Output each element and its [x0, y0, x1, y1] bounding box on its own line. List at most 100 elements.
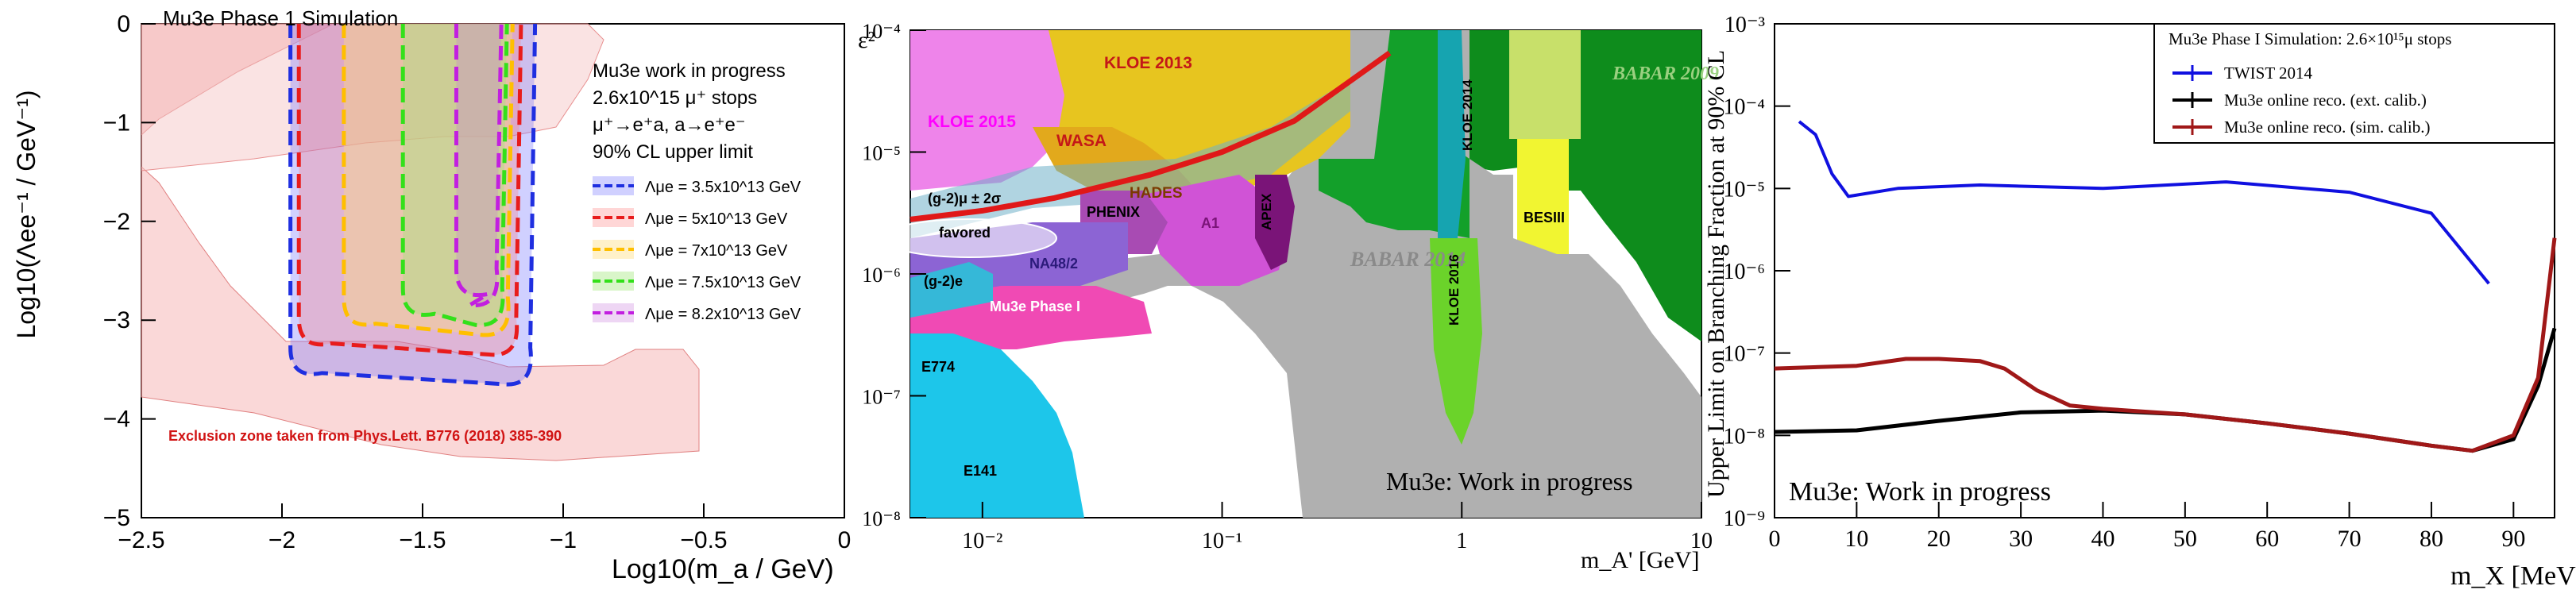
- x-tick-label: −0.5: [680, 527, 727, 553]
- contour-fill: [299, 24, 521, 355]
- panel-b-xlabel: m_A' [GeV]: [1581, 547, 1700, 573]
- x-tick-label: 30: [2009, 526, 2033, 552]
- y-tick-label: 10⁻⁷: [1723, 342, 1765, 367]
- panel-c-xlabel: m_X [MeV]: [2450, 561, 2576, 591]
- legend-label: Mu3e online reco. (ext. calib.): [2224, 91, 2427, 110]
- y-tick-label: 10⁻⁵: [862, 142, 901, 165]
- y-tick-label: 10⁻⁷: [862, 386, 901, 409]
- contour-line: [400, 23, 509, 327]
- panel-a-info-line: μ⁺→e⁺a, a→e⁺e⁻: [593, 114, 746, 136]
- y-tick-label: 10⁻⁴: [862, 20, 901, 43]
- x-tick-label: 10: [1690, 529, 1713, 553]
- region-label: Mu3e Phase I: [990, 299, 1080, 314]
- region-favored: [881, 218, 1057, 258]
- region-label: E141: [964, 463, 997, 479]
- panel-a: −2.5 −2 −1.5 −1 −0.5 0 0 −1 −2 −3 −4 −5 Mu3e Phase …: [12, 6, 851, 584]
- y-tick-label: 10⁻⁶: [1723, 260, 1765, 284]
- y-tick-label: 10⁻⁸: [1723, 424, 1765, 449]
- panel-a-info-line: 90% CL upper limit: [593, 141, 753, 163]
- legend-label: Λμe = 3.5x10^13 GeV: [645, 179, 801, 196]
- x-tick-label: −1.5: [399, 527, 446, 553]
- contour-fill: [456, 24, 502, 306]
- region-label: favored: [939, 225, 991, 241]
- x-tick-label: 60: [2255, 526, 2279, 552]
- panel-c-axes: 0 10 20 30 40 50 60 70 80 90 10⁻³ 10⁻⁴ 10⁻⁵ 10⁻⁶ 10⁻⁷ 1…: [1723, 13, 2525, 552]
- panel-a-contours: [288, 23, 538, 387]
- panel-a-ylabel: Log10(Λee⁻¹ / GeV⁻¹): [12, 90, 41, 338]
- panel-a-info: Mu3e work in progress 2.6x10^15 μ⁺ stops…: [593, 60, 786, 163]
- panel-c-legend-box: [2153, 23, 2555, 144]
- region-label: KLOE 2014: [1460, 79, 1475, 151]
- panel-c-legend-title: Mu3e Phase I Simulation: 2.6×10¹⁵μ stops: [2169, 29, 2451, 48]
- y-tick-label: 10⁻³: [1724, 13, 1765, 37]
- x-tick-label: −2.5: [118, 527, 164, 553]
- legend-label: TWIST 2014: [2224, 64, 2313, 83]
- legend-label: Λμe = 7.5x10^13 GeV: [645, 274, 801, 291]
- panel-a-axes: −2.5 −2 −1.5 −1 −0.5 0 0 −1 −2 −3 −4 −5: [103, 11, 852, 553]
- region-label: BABAR 2009: [1612, 64, 1719, 84]
- panel-a-info-line: 2.6x10^15 μ⁺ stops: [593, 87, 757, 109]
- y-tick-label: −5: [103, 505, 130, 531]
- panel-b-axes: 10⁻² 10⁻¹ 1 10 10⁻⁴ 10⁻⁵ 10⁻⁶ 10⁻⁷ 10⁻⁸: [862, 20, 1713, 553]
- region-label: APEX: [1259, 193, 1274, 230]
- panel-a-exclusion-zone: [141, 23, 700, 461]
- region-label: E774: [921, 359, 955, 375]
- x-tick-label: 0: [838, 527, 852, 553]
- region-kloe-band: [1509, 30, 1581, 139]
- panel-a-legend: Λμe = 3.5x10^13 GeV Λμe = 5x10^13 GeV Λμe …: [593, 176, 801, 323]
- x-tick-label: −1: [550, 527, 577, 553]
- region-kloe-2014-strip: [1438, 30, 1466, 238]
- y-tick-label: −2: [103, 209, 130, 235]
- y-tick-label: 10⁻⁴: [1723, 95, 1765, 120]
- contour-fill: [343, 24, 513, 335]
- x-tick-label: 1: [1456, 529, 1467, 553]
- legend-label: Λμe = 7x10^13 GeV: [645, 242, 788, 260]
- panel-b-region-labels: KLOE 2013 KLOE 2015 WASA HADES (g-2)μ ± …: [921, 54, 1719, 479]
- x-tick-label: 50: [2173, 526, 2197, 552]
- series-line: [1774, 237, 2557, 453]
- y-tick-label: −4: [103, 407, 130, 433]
- x-tick-label: 20: [1927, 526, 1951, 552]
- y-tick-label: 10⁻⁶: [862, 264, 901, 287]
- panel-b: 10⁻² 10⁻¹ 1 10 10⁻⁴ 10⁻⁵ 10⁻⁶ 10⁻⁷ 10⁻⁸ KLOE 201…: [858, 20, 1719, 573]
- contour-line: [288, 23, 538, 387]
- x-tick-label: 10: [1844, 526, 1868, 552]
- region-label: PHENIX: [1087, 204, 1140, 220]
- region-kloe-2015: [910, 30, 1064, 191]
- panel-c-legend-items: TWIST 2014 Mu3e online reco. (ext. calib.…: [2172, 64, 2431, 137]
- panel-c-series: [1774, 120, 2557, 453]
- y-tick-label: −1: [103, 110, 130, 136]
- panel-c-watermark: Mu3e: Work in progress: [1789, 477, 2051, 507]
- region-e774-e141: [910, 333, 1084, 518]
- panel-a-title: Mu3e Phase 1 Simulation: [163, 6, 398, 30]
- region-kloe-2014: [1319, 30, 1470, 238]
- x-tick-label: 40: [2091, 526, 2114, 552]
- region-label: KLOE 2013: [1104, 54, 1192, 72]
- region-label: A1: [1201, 215, 1219, 231]
- panel-a-xlabel: Log10(m_a / GeV): [612, 554, 834, 584]
- y-tick-label: −3: [103, 307, 130, 333]
- x-tick-label: 90: [2501, 526, 2525, 552]
- legend-label: Λμe = 8.2x10^13 GeV: [645, 306, 801, 323]
- series-line: [1798, 120, 2490, 285]
- region-kloe-2016: [1430, 238, 1482, 445]
- region-label: BABAR 2014: [1350, 248, 1466, 271]
- region-label: KLOE 2015: [928, 113, 1016, 131]
- x-tick-label: 70: [2338, 526, 2362, 552]
- panel-b-regions: [881, 30, 1701, 518]
- region-label: WASA: [1056, 132, 1106, 150]
- contour-line: [342, 23, 515, 337]
- panel-b-watermark: Mu3e: Work in progress: [1386, 467, 1633, 495]
- contour-line: [454, 23, 504, 308]
- panel-b-ylabel: ε²: [858, 27, 875, 53]
- x-tick-label: −2: [268, 527, 295, 553]
- panel-a-info-line: Mu3e work in progress: [593, 60, 786, 82]
- region-apex: [1255, 175, 1295, 270]
- y-tick-label: 10⁻⁹: [1723, 507, 1765, 531]
- x-tick-label: 10⁻¹: [1202, 529, 1242, 553]
- region-label: HADES: [1130, 185, 1183, 202]
- region-label: NA48/2: [1029, 256, 1078, 272]
- panel-c-ylabel: Upper Limit on Branching Fraction at 90%…: [1703, 50, 1729, 498]
- x-tick-label: 0: [1769, 526, 1781, 552]
